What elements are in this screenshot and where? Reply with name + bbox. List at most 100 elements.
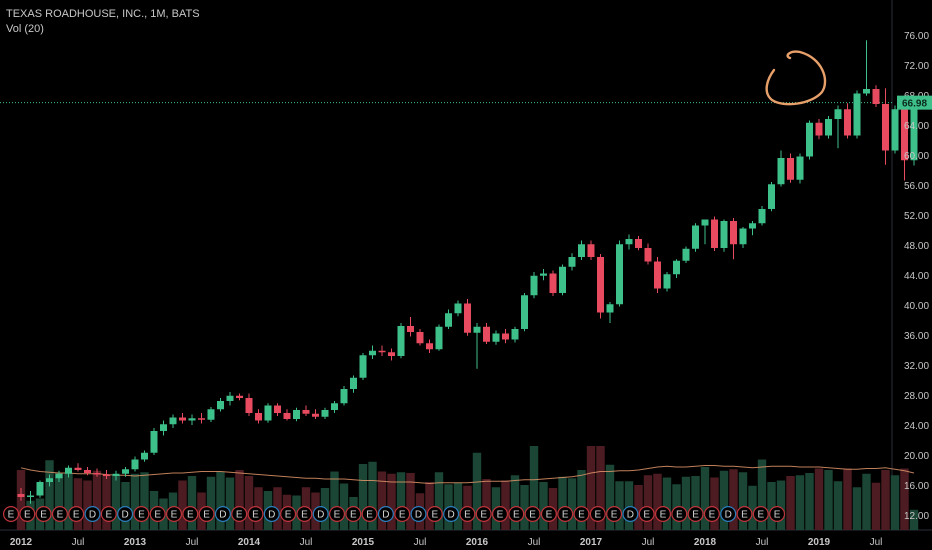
- candle-body: [369, 350, 376, 356]
- candle-body: [787, 158, 794, 180]
- last-price-badge: [897, 95, 932, 110]
- volume-bar: [643, 475, 653, 530]
- event-marker-label: D: [415, 510, 422, 521]
- candle-body: [654, 261, 661, 289]
- candle-body: [872, 89, 880, 104]
- event-marker-label: E: [171, 510, 178, 521]
- candle-body: [454, 303, 462, 314]
- event-marker-label: D: [219, 510, 226, 521]
- volume-bar: [216, 471, 225, 530]
- event-marker-label: E: [154, 510, 161, 521]
- volume-indicator-label: Vol (20): [6, 23, 44, 35]
- candle-body: [321, 410, 329, 417]
- volume-bar: [738, 472, 748, 530]
- candle-body: [131, 459, 139, 470]
- x-tick-label: 2015: [352, 537, 375, 548]
- event-marker-label: E: [497, 510, 504, 521]
- event-marker-label: E: [350, 510, 357, 521]
- event-marker-label: E: [676, 510, 683, 521]
- x-tick-label: Jul: [186, 537, 199, 548]
- candle-body: [331, 403, 338, 410]
- candle-body: [863, 89, 870, 94]
- y-tick-label: 40.00: [904, 301, 929, 312]
- earnings-marker: [133, 506, 150, 523]
- volume-bar: [681, 476, 691, 530]
- event-marker-label: E: [660, 510, 667, 521]
- volume-bar: [111, 476, 121, 530]
- dividend-marker: [312, 506, 329, 523]
- candle-body: [74, 467, 82, 470]
- x-tick-label: Jul: [300, 537, 313, 548]
- y-tick-label: 76.00: [904, 31, 929, 42]
- earnings-marker: [687, 506, 704, 523]
- earnings-marker: [394, 506, 411, 523]
- candle-body: [245, 398, 253, 413]
- x-tick-label: 2018: [694, 537, 717, 548]
- dividend-marker: [720, 506, 737, 523]
- candle-body: [730, 221, 737, 245]
- annotation-circle: [765, 50, 827, 106]
- y-tick-label: 60.00: [904, 151, 929, 162]
- candle-body: [283, 413, 291, 419]
- earnings-marker: [459, 506, 476, 523]
- y-tick-label: 64.00: [904, 121, 929, 132]
- event-marker-label: E: [40, 510, 47, 521]
- volume-bar: [833, 481, 843, 530]
- volume-bar: [577, 470, 586, 530]
- volume-bar: [396, 472, 406, 530]
- y-tick-label: 48.00: [904, 241, 929, 252]
- candle-body: [492, 333, 500, 342]
- earnings-marker: [524, 506, 541, 523]
- earnings-marker: [2, 506, 20, 523]
- candle-body: [198, 418, 205, 420]
- last-price-text: 66.98: [902, 99, 927, 110]
- event-marker-label: E: [513, 510, 520, 521]
- candle-body: [910, 102, 918, 161]
- earnings-marker: [329, 506, 346, 523]
- event-marker-label: E: [562, 510, 569, 521]
- earnings-marker: [769, 506, 786, 523]
- event-marker-label: E: [431, 510, 438, 521]
- volume-bar: [624, 481, 634, 530]
- y-tick-label: 56.00: [904, 181, 929, 192]
- volume-bar: [501, 480, 510, 530]
- event-marker-label: E: [366, 510, 373, 521]
- candle-body: [483, 326, 490, 342]
- candle-body: [673, 260, 680, 275]
- candle-body: [84, 470, 91, 473]
- earnings-marker: [540, 506, 557, 523]
- earnings-marker: [231, 506, 248, 523]
- volume-bar: [225, 477, 235, 530]
- x-tick-label: Jul: [642, 537, 655, 548]
- y-tick-label: 32.00: [904, 361, 929, 372]
- candle-body: [587, 244, 595, 257]
- volume-bar: [634, 485, 643, 530]
- earnings-marker: [475, 506, 492, 523]
- candle-body: [711, 219, 718, 248]
- y-tick-label: 36.00: [904, 331, 929, 342]
- earnings-marker: [345, 506, 362, 523]
- earnings-marker: [508, 506, 525, 523]
- event-marker-label: E: [285, 510, 292, 521]
- event-marker-label: D: [627, 510, 634, 521]
- candle-body: [359, 355, 367, 378]
- event-marker-label: E: [138, 510, 145, 521]
- candle-body: [768, 184, 775, 209]
- volume-bar: [453, 482, 463, 530]
- volume-bar: [520, 485, 529, 530]
- candle-body: [122, 469, 129, 474]
- candle-body: [853, 93, 861, 136]
- earnings-marker: [68, 506, 85, 523]
- candle-body: [169, 417, 177, 425]
- volume-bar: [434, 472, 444, 530]
- earnings-marker: [492, 506, 509, 523]
- x-tick-label: Jul: [414, 537, 427, 548]
- candles: [17, 40, 918, 504]
- dividend-marker: [410, 506, 427, 523]
- y-axis: 76.0072.0068.0064.0060.0056.0052.0048.00…: [904, 31, 929, 522]
- event-marker-label: E: [774, 510, 781, 521]
- volume-bar: [64, 473, 73, 530]
- earnings-marker: [19, 506, 36, 523]
- event-marker-label: E: [252, 510, 259, 521]
